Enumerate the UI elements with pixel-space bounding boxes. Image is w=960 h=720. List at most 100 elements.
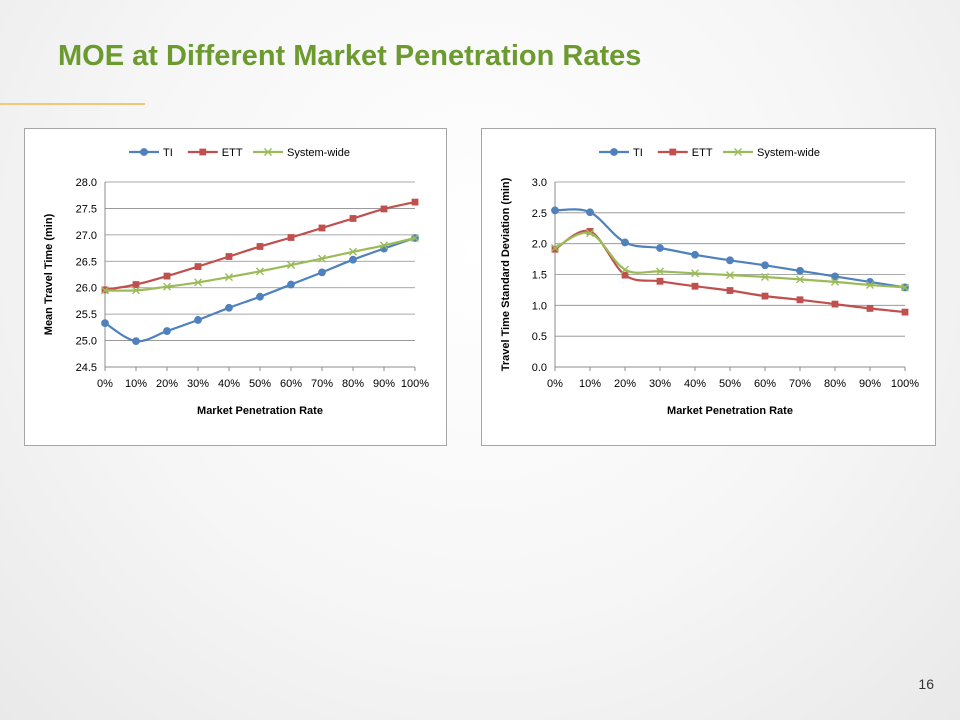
right-chart-series-ett-point xyxy=(866,305,874,312)
legend-ett-label: ETT xyxy=(692,147,713,159)
left-chart-series-ti-point xyxy=(225,303,233,312)
left-chart-series-ti-point xyxy=(349,255,357,264)
left-chart-x-tick-label: 100% xyxy=(401,378,429,390)
left-chart-series-ti-point xyxy=(163,327,171,335)
left-chart-series-ett-point xyxy=(194,263,202,270)
right-chart-x-tick-label: 10% xyxy=(579,378,601,390)
right-chart-series-system-wide-point-stroke xyxy=(866,280,874,289)
right-chart-series-system-wide-point-stroke xyxy=(901,283,909,292)
left-chart-y-axis-title: Mean Travel Time (min) xyxy=(43,213,55,335)
left-chart-x-tick-label: 70% xyxy=(311,378,333,390)
left-chart-series-ti-point xyxy=(287,280,295,289)
right-chart-series-ett-point xyxy=(656,277,664,285)
right-chart-series-system-wide-point xyxy=(656,267,664,276)
left-chart-series-ett-point xyxy=(225,253,233,260)
right-chart-x-axis-title: Market Penetration Rate xyxy=(667,405,793,417)
right-chart-series-ett-point xyxy=(761,292,769,300)
right-chart-series-ett-point xyxy=(831,300,839,308)
right-chart-series-system-wide-point xyxy=(551,243,559,252)
legend-ett-label: ETT xyxy=(222,147,243,159)
right-chart-series-system-wide-point-stroke xyxy=(831,277,839,286)
left-chart-x-tick-label: 60% xyxy=(280,378,302,390)
right-chart-series-ett-point xyxy=(726,287,734,294)
left-chart-series-ti-point xyxy=(256,292,264,301)
right-chart-series-system-wide-point xyxy=(831,277,839,286)
right-chart-series-ti-point xyxy=(691,250,699,259)
right-chart-series-system-wide-point xyxy=(691,269,699,278)
left-chart-x-tick-label: 50% xyxy=(249,378,271,390)
legend-ett-marker xyxy=(669,148,677,156)
right-chart-y-tick-label: 0.5 xyxy=(532,331,547,343)
left-chart-y-tick-label: 28.0 xyxy=(76,177,97,189)
left-chart-x-tick-label: 20% xyxy=(156,378,178,390)
travel-time-std-chart-svg: 0.0 0.5 1.0 1.5 2.0 2.5 3.0 0% 10% 20% 30% 40% 50% 60… xyxy=(500,147,919,417)
left-chart-series-ti-point xyxy=(318,268,326,277)
right-chart-series-ett-line xyxy=(554,229,906,314)
left-chart-y-tick-label: 26.0 xyxy=(76,283,97,295)
right-chart-series-system-wide-point xyxy=(901,283,909,292)
left-chart-series-system-wide-point-stroke xyxy=(132,286,140,295)
left-chart-series-system-wide-point-stroke xyxy=(287,260,295,269)
right-chart-x-tick-label: 20% xyxy=(614,378,636,390)
legend-system-wide-marker xyxy=(734,148,742,156)
right-chart-y-tick-label: 2.0 xyxy=(532,239,547,251)
title-accent-rule xyxy=(0,103,145,105)
left-chart-series-system-wide-point-stroke xyxy=(101,286,109,295)
left-chart-x-tick-label: 40% xyxy=(218,378,240,390)
right-chart-series-ett-point xyxy=(621,271,629,279)
legend-ti-label: TI xyxy=(163,147,173,159)
left-chart-x-tick-label: 0% xyxy=(97,378,113,390)
slide-title: MOE at Different Market Penetration Rate… xyxy=(58,40,642,72)
left-chart-series-system-wide-point-stroke xyxy=(380,241,388,250)
right-chart-series-system-wide-point-stroke xyxy=(726,271,734,280)
left-chart-series-system-wide-point xyxy=(194,278,202,287)
left-chart-series-system-wide-point xyxy=(380,241,388,250)
right-chart-series-ett-point xyxy=(796,296,804,304)
left-chart-series-system-wide-point-stroke xyxy=(349,247,357,256)
legend-system-wide-marker-stroke xyxy=(264,148,272,156)
right-chart-series-system-wide-point xyxy=(866,280,874,289)
left-chart-series-system-wide-point-stroke xyxy=(194,278,202,287)
right-chart-series-system-wide-point-stroke xyxy=(586,229,594,238)
right-chart-x-tick-label: 40% xyxy=(684,378,706,390)
left-chart-y-tick-label: 24.5 xyxy=(76,362,97,374)
legend-ti-marker xyxy=(610,148,618,156)
left-chart-series-system-wide-point xyxy=(256,267,264,276)
right-chart-series-system-wide-point xyxy=(621,265,629,274)
travel-time-std-chart: 0.0 0.5 1.0 1.5 2.0 2.5 3.0 0% 10% 20% 30% 40% 50% 60… xyxy=(481,128,936,446)
right-chart-series-ett-point xyxy=(551,245,559,253)
right-chart-series-system-wide-point-stroke xyxy=(621,265,629,274)
right-chart-series-ti-point xyxy=(796,266,804,275)
left-chart-series-ett-point xyxy=(411,198,419,206)
right-chart-series-ett-point xyxy=(901,308,909,316)
left-chart-x-tick-label: 10% xyxy=(125,378,147,390)
right-chart-x-tick-label: 30% xyxy=(649,378,671,390)
left-chart-y-tick-label: 25.5 xyxy=(76,309,97,321)
right-chart-x-tick-label: 0% xyxy=(547,378,563,390)
right-chart-x-tick-label: 60% xyxy=(754,378,776,390)
left-chart-x-tick-label: 90% xyxy=(373,378,395,390)
left-chart-series-system-wide-point xyxy=(163,282,171,291)
right-chart-series-ett-point xyxy=(586,227,594,235)
left-chart-series-ti-point xyxy=(194,316,202,324)
left-chart-series-ett-point xyxy=(256,243,264,250)
right-chart-series-ti-point xyxy=(656,244,664,252)
right-chart-x-tick-label: 100% xyxy=(891,378,919,390)
left-chart-x-tick-label: 80% xyxy=(342,378,364,390)
left-chart-series-ett-point xyxy=(132,281,140,288)
left-chart-series-system-wide-point xyxy=(225,273,233,282)
legend-ett-marker xyxy=(199,148,207,156)
left-chart-y-tick-label: 25.0 xyxy=(76,336,97,348)
right-chart-series-system-wide-point xyxy=(726,271,734,280)
right-chart-y-tick-label: 3.0 xyxy=(532,177,547,189)
left-chart-series-system-wide-point xyxy=(132,286,140,295)
right-chart-y-axis-title: Travel Time Standard Deviation (min) xyxy=(500,177,512,371)
right-chart-series-system-wide-point-stroke xyxy=(691,269,699,278)
right-chart-series-ti-point xyxy=(551,206,559,215)
left-chart-series-system-wide-point-stroke xyxy=(318,254,326,263)
right-chart-series-system-wide-point-stroke xyxy=(551,243,559,252)
right-chart-x-tick-label: 90% xyxy=(859,378,881,390)
left-chart-series-ett-point xyxy=(318,224,326,232)
left-chart-series-system-wide-point-stroke xyxy=(225,273,233,282)
left-chart-series-ett-point xyxy=(349,215,357,222)
